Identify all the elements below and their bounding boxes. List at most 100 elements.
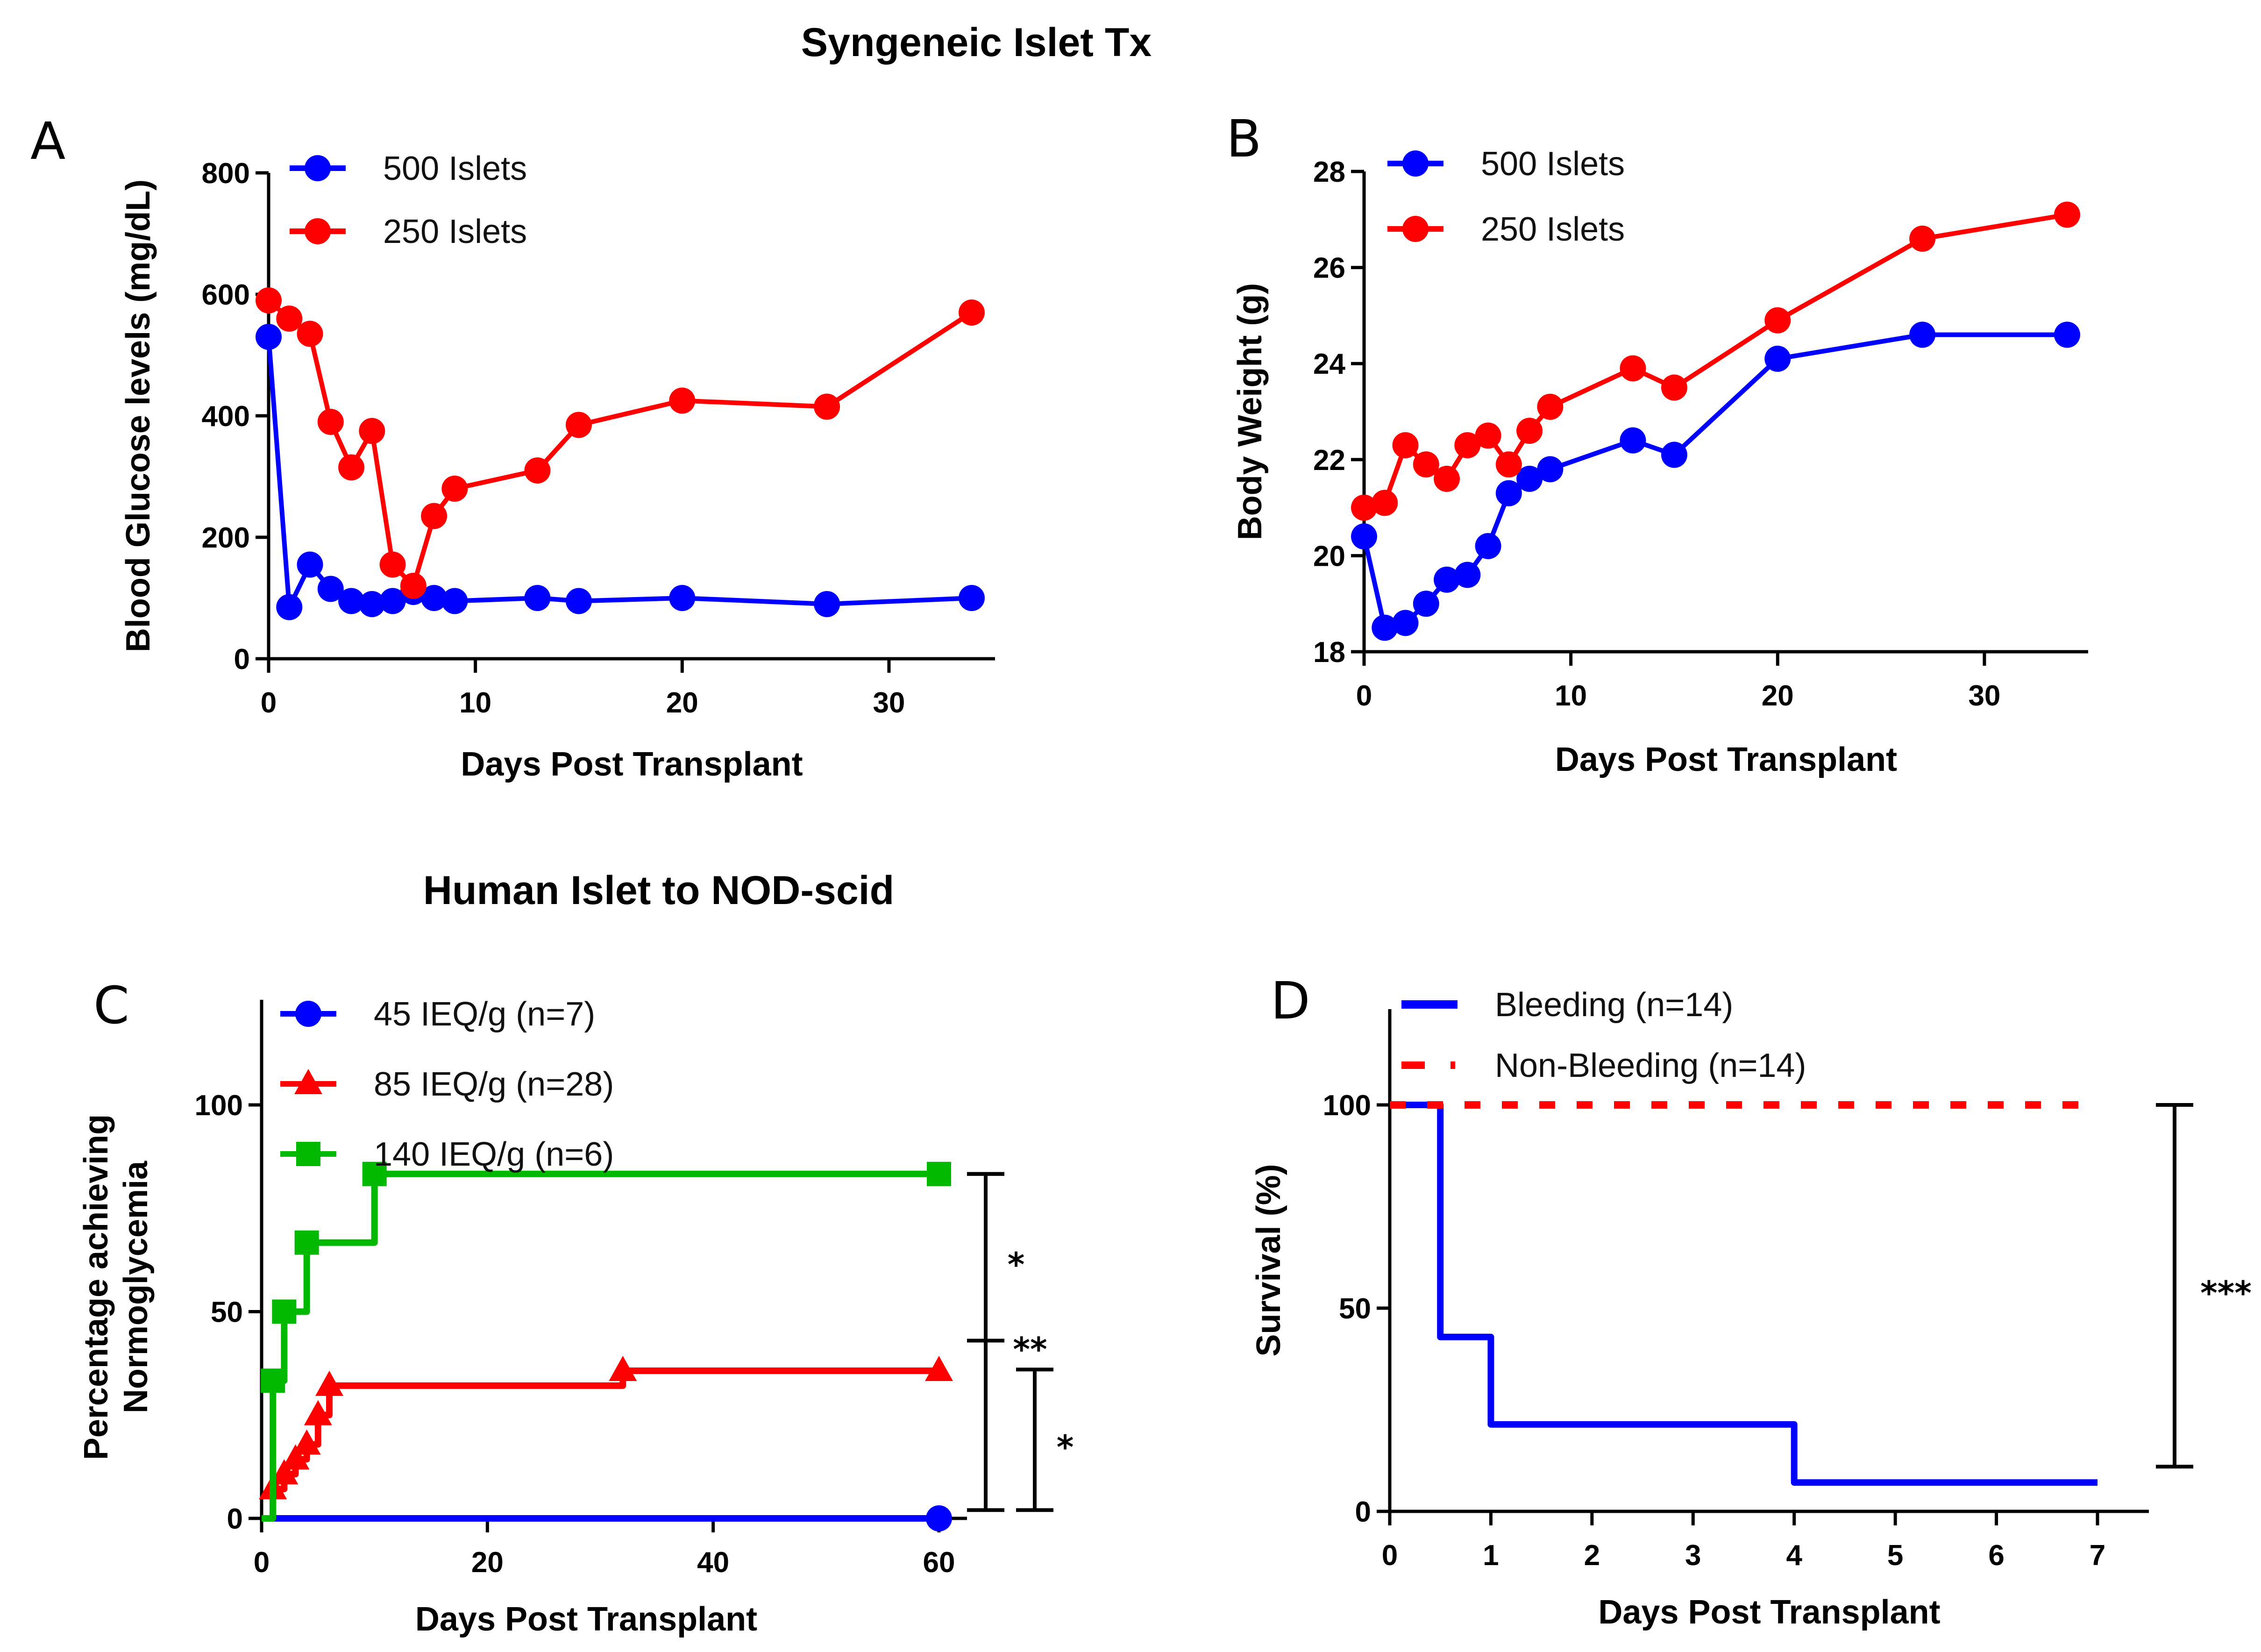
panel-letter-b: B bbox=[1226, 109, 1261, 169]
x-tick-label: 20 bbox=[1762, 680, 1794, 712]
series-line bbox=[262, 1170, 939, 1522]
legend-marker bbox=[305, 155, 331, 181]
panel-letter-d: D bbox=[1271, 971, 1310, 1031]
x-tick-label: 20 bbox=[471, 1546, 504, 1579]
data-point bbox=[1475, 533, 1501, 559]
data-point bbox=[565, 412, 592, 438]
data-point bbox=[1516, 418, 1543, 444]
x-axis-label: Days Post Transplant bbox=[415, 1601, 757, 1638]
figure-title-bottom: Human Islet to NOD-scid bbox=[423, 868, 894, 913]
legend-marker bbox=[1402, 216, 1429, 242]
data-point bbox=[925, 1356, 953, 1381]
x-axis-label: Days Post Transplant bbox=[461, 746, 803, 783]
data-point bbox=[814, 591, 840, 617]
data-point bbox=[315, 1370, 343, 1396]
x-tick-label: 20 bbox=[666, 687, 698, 719]
y-tick-label: 26 bbox=[1313, 252, 1345, 285]
y-tick-label: 0 bbox=[1355, 1496, 1371, 1528]
legend-marker bbox=[294, 1069, 322, 1094]
data-point bbox=[1351, 494, 1377, 521]
data-point bbox=[1454, 432, 1481, 458]
legend-label: 250 Islets bbox=[383, 213, 527, 250]
data-point bbox=[1454, 562, 1481, 588]
series-250-islets bbox=[1351, 201, 2080, 521]
legend-marker bbox=[296, 1142, 320, 1166]
x-axis-label: Days Post Transplant bbox=[1598, 1594, 1940, 1631]
panel-a-blood-glucose-chart: 0 200 400 600 800 0 10 20 30 Days Post Transplant… bbox=[120, 150, 995, 783]
x-tick-label: 10 bbox=[1555, 680, 1587, 712]
data-point bbox=[669, 387, 696, 414]
data-point bbox=[1351, 523, 1377, 550]
y-tick-label: 24 bbox=[1313, 348, 1345, 380]
significance-label: * bbox=[1057, 1428, 1074, 1467]
y-tick-label: 100 bbox=[195, 1089, 243, 1122]
data-point bbox=[1764, 345, 1791, 372]
data-point bbox=[1495, 451, 1522, 478]
y-axis-label: Body Weight (g) bbox=[1231, 283, 1269, 541]
data-point bbox=[1764, 307, 1791, 334]
data-point bbox=[1495, 480, 1522, 506]
x-tick-label: 0 bbox=[1382, 1539, 1398, 1572]
data-point bbox=[281, 1444, 310, 1470]
x-tick-label: 0 bbox=[261, 687, 277, 719]
x-tick-label: 4 bbox=[1786, 1539, 1802, 1572]
data-point bbox=[317, 576, 344, 602]
data-point bbox=[1620, 355, 1646, 382]
data-point bbox=[261, 1368, 285, 1393]
significance-label: ** bbox=[1013, 1331, 1047, 1369]
data-point bbox=[1909, 321, 1936, 348]
legend-label: 85 IEQ/g (n=28) bbox=[374, 1066, 614, 1103]
y-tick-label: 400 bbox=[202, 400, 250, 433]
data-point bbox=[959, 585, 985, 611]
data-point bbox=[524, 585, 551, 611]
x-tick-label: 40 bbox=[697, 1546, 729, 1579]
x-tick-label: 7 bbox=[2090, 1539, 2105, 1572]
data-point bbox=[294, 1230, 319, 1255]
data-point bbox=[304, 1400, 332, 1425]
data-point bbox=[400, 573, 427, 599]
data-point bbox=[1434, 465, 1460, 492]
y-tick-label: 28 bbox=[1313, 156, 1345, 188]
significance-brackets: **** bbox=[967, 1172, 1074, 1512]
legend-entry: 250 Islets bbox=[290, 213, 527, 250]
data-point bbox=[1392, 432, 1419, 458]
data-point bbox=[1909, 225, 1936, 252]
data-point bbox=[1434, 566, 1460, 593]
data-point bbox=[421, 503, 448, 529]
series-line bbox=[1363, 212, 2068, 510]
legend-label: 500 Islets bbox=[1481, 145, 1625, 183]
data-point bbox=[421, 585, 448, 611]
data-point bbox=[1537, 393, 1564, 420]
x-tick-label: 60 bbox=[923, 1546, 955, 1579]
data-point bbox=[359, 418, 385, 444]
y-tick-label: 18 bbox=[1313, 636, 1345, 669]
data-point bbox=[379, 551, 406, 578]
data-point bbox=[297, 320, 323, 347]
significance-brackets: *** bbox=[2156, 1103, 2252, 1469]
legend-marker bbox=[295, 1001, 321, 1027]
data-point bbox=[1661, 441, 1687, 468]
panel-letter-c: C bbox=[93, 976, 129, 1035]
figure-title-top: Syngeneic Islet Tx bbox=[801, 20, 1152, 65]
data-point bbox=[317, 409, 344, 435]
legend-label: 140 IEQ/g (n=6) bbox=[374, 1136, 614, 1173]
y-tick-label: 22 bbox=[1313, 444, 1345, 477]
data-point bbox=[297, 551, 323, 578]
legend-entry: 140 IEQ/g (n=6) bbox=[280, 1136, 614, 1173]
legend-label: 45 IEQ/g (n=7) bbox=[374, 996, 595, 1033]
data-point bbox=[441, 588, 468, 614]
x-tick-label: 30 bbox=[873, 687, 905, 719]
legend-entry: 85 IEQ/g (n=28) bbox=[280, 1066, 614, 1103]
series-line bbox=[266, 336, 972, 610]
y-tick-label: 600 bbox=[202, 279, 250, 311]
data-point bbox=[524, 457, 551, 484]
data-point bbox=[814, 393, 840, 420]
x-tick-label: 2 bbox=[1584, 1539, 1600, 1572]
data-point bbox=[1537, 456, 1564, 483]
data-point bbox=[338, 454, 365, 481]
data-point bbox=[565, 588, 592, 614]
y-axis-label: Normoglycemia bbox=[117, 1161, 155, 1413]
y-tick-label: 50 bbox=[211, 1296, 243, 1329]
data-point bbox=[256, 324, 282, 350]
